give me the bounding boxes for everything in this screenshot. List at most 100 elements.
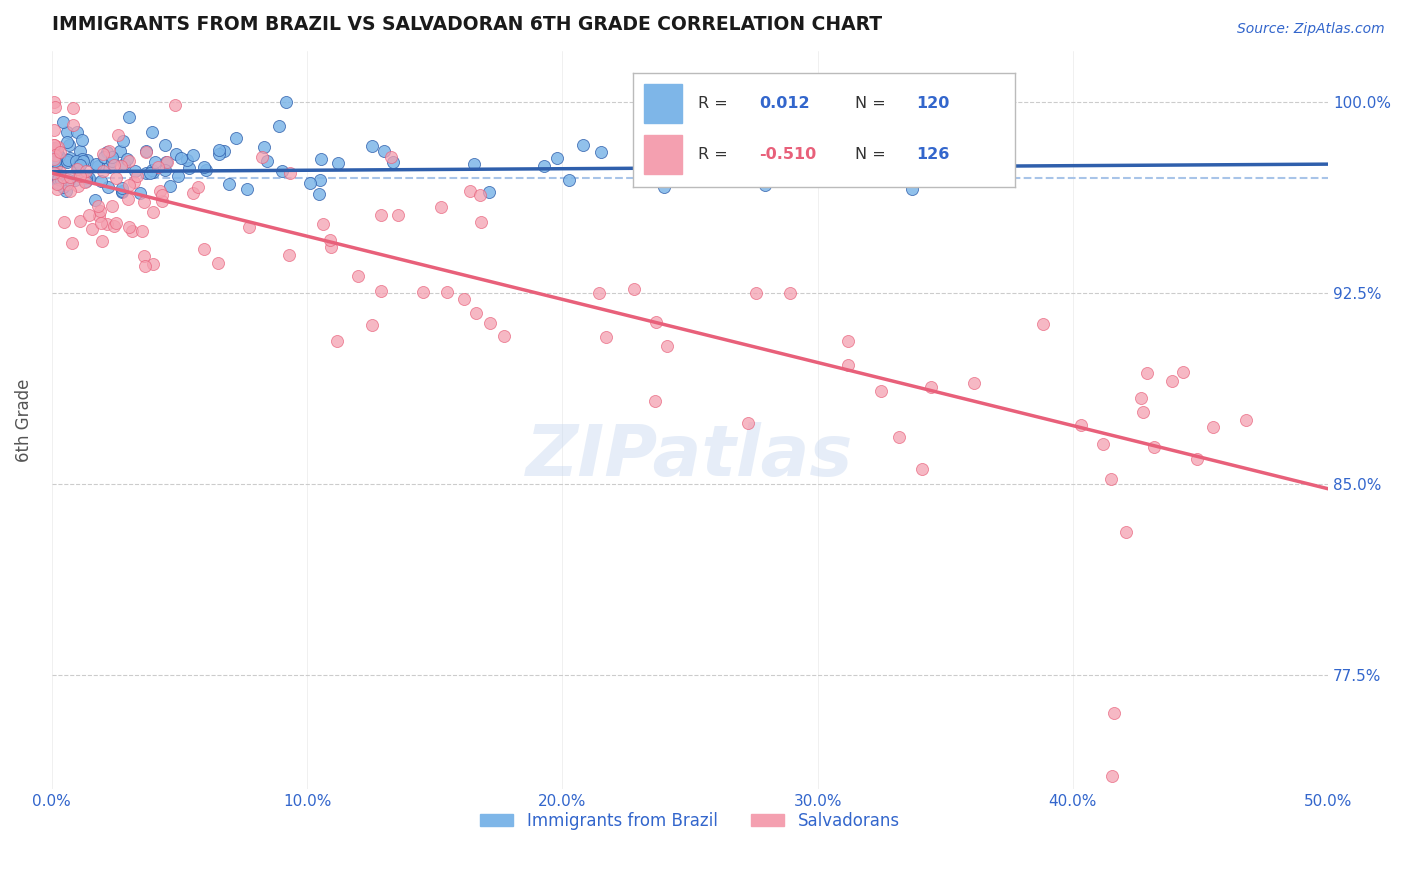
Point <box>837 358 859 372</box>
Point <box>212 145 235 159</box>
Point <box>75 174 97 188</box>
Point <box>920 380 942 394</box>
Point <box>75 175 97 189</box>
Point <box>150 187 173 202</box>
Point <box>70 153 93 167</box>
Point <box>69 169 91 183</box>
Point <box>62 118 84 132</box>
Point <box>1201 420 1223 434</box>
Point <box>45 144 67 158</box>
Point <box>132 195 155 210</box>
Point <box>56 155 79 169</box>
Point <box>44 100 66 114</box>
Point <box>1171 365 1194 379</box>
Point <box>56 136 79 150</box>
Point <box>1091 437 1114 451</box>
Point <box>77 208 100 222</box>
Point <box>887 430 910 444</box>
Point <box>177 161 200 176</box>
Point <box>387 208 409 222</box>
Point <box>429 200 451 214</box>
Point <box>194 162 217 177</box>
Point <box>595 329 617 343</box>
Point <box>67 178 90 193</box>
Point <box>492 329 515 343</box>
Text: IMMIGRANTS FROM BRAZIL VS SALVADORAN 6TH GRADE CORRELATION CHART: IMMIGRANTS FROM BRAZIL VS SALVADORAN 6TH… <box>52 15 882 34</box>
Point <box>238 219 260 234</box>
Point <box>477 185 499 199</box>
Point <box>44 175 66 189</box>
Y-axis label: 6th Grade: 6th Grade <box>15 378 32 462</box>
Point <box>131 224 153 238</box>
Point <box>326 334 349 348</box>
Point <box>1070 417 1092 432</box>
Point <box>97 160 120 174</box>
Point <box>66 161 89 176</box>
Point <box>837 334 859 348</box>
Point <box>159 179 181 194</box>
Point <box>53 153 76 168</box>
Point <box>101 154 124 169</box>
Point <box>794 148 817 162</box>
Point <box>69 157 91 171</box>
Point <box>96 217 118 231</box>
Point <box>112 157 135 171</box>
Point <box>779 285 801 300</box>
Point <box>44 95 66 109</box>
Point <box>118 110 141 124</box>
Point <box>135 145 157 159</box>
Point <box>758 161 780 176</box>
Point <box>271 164 294 178</box>
Point <box>250 150 273 164</box>
Point <box>274 95 297 109</box>
Point <box>67 161 90 176</box>
Point <box>797 174 820 188</box>
Point <box>56 177 79 191</box>
Point <box>70 169 93 183</box>
Point <box>72 153 94 168</box>
Point <box>129 186 152 201</box>
Point <box>236 182 259 196</box>
Text: Source: ZipAtlas.com: Source: ZipAtlas.com <box>1237 22 1385 37</box>
Point <box>143 154 166 169</box>
Point <box>149 185 172 199</box>
Point <box>167 169 190 183</box>
Point <box>207 256 229 270</box>
Point <box>360 318 382 333</box>
Point <box>44 137 66 152</box>
Point <box>533 160 555 174</box>
Point <box>1130 391 1153 405</box>
Point <box>654 180 676 194</box>
Point <box>118 153 141 168</box>
Point <box>52 169 75 184</box>
Point <box>557 173 579 187</box>
Point <box>58 173 80 187</box>
Point <box>1101 770 1123 784</box>
Point <box>373 145 395 159</box>
Point <box>62 101 84 115</box>
Point <box>48 168 70 182</box>
Point <box>46 140 69 154</box>
Point <box>44 122 66 136</box>
Point <box>470 215 492 229</box>
Point <box>100 150 122 164</box>
Point <box>370 208 392 222</box>
Point <box>1185 451 1208 466</box>
Point <box>156 155 179 169</box>
Point <box>208 147 231 161</box>
Point <box>115 153 138 167</box>
Point <box>45 148 67 162</box>
Point <box>48 145 70 160</box>
Point <box>644 393 666 408</box>
Point <box>107 128 129 143</box>
Point <box>153 162 176 177</box>
Point <box>142 257 165 271</box>
Point <box>124 175 146 189</box>
Point <box>44 154 66 169</box>
Point <box>76 153 98 168</box>
Point <box>93 150 115 164</box>
Point <box>1143 440 1166 454</box>
Point <box>870 384 893 398</box>
Point <box>134 249 156 263</box>
Point <box>135 166 157 180</box>
